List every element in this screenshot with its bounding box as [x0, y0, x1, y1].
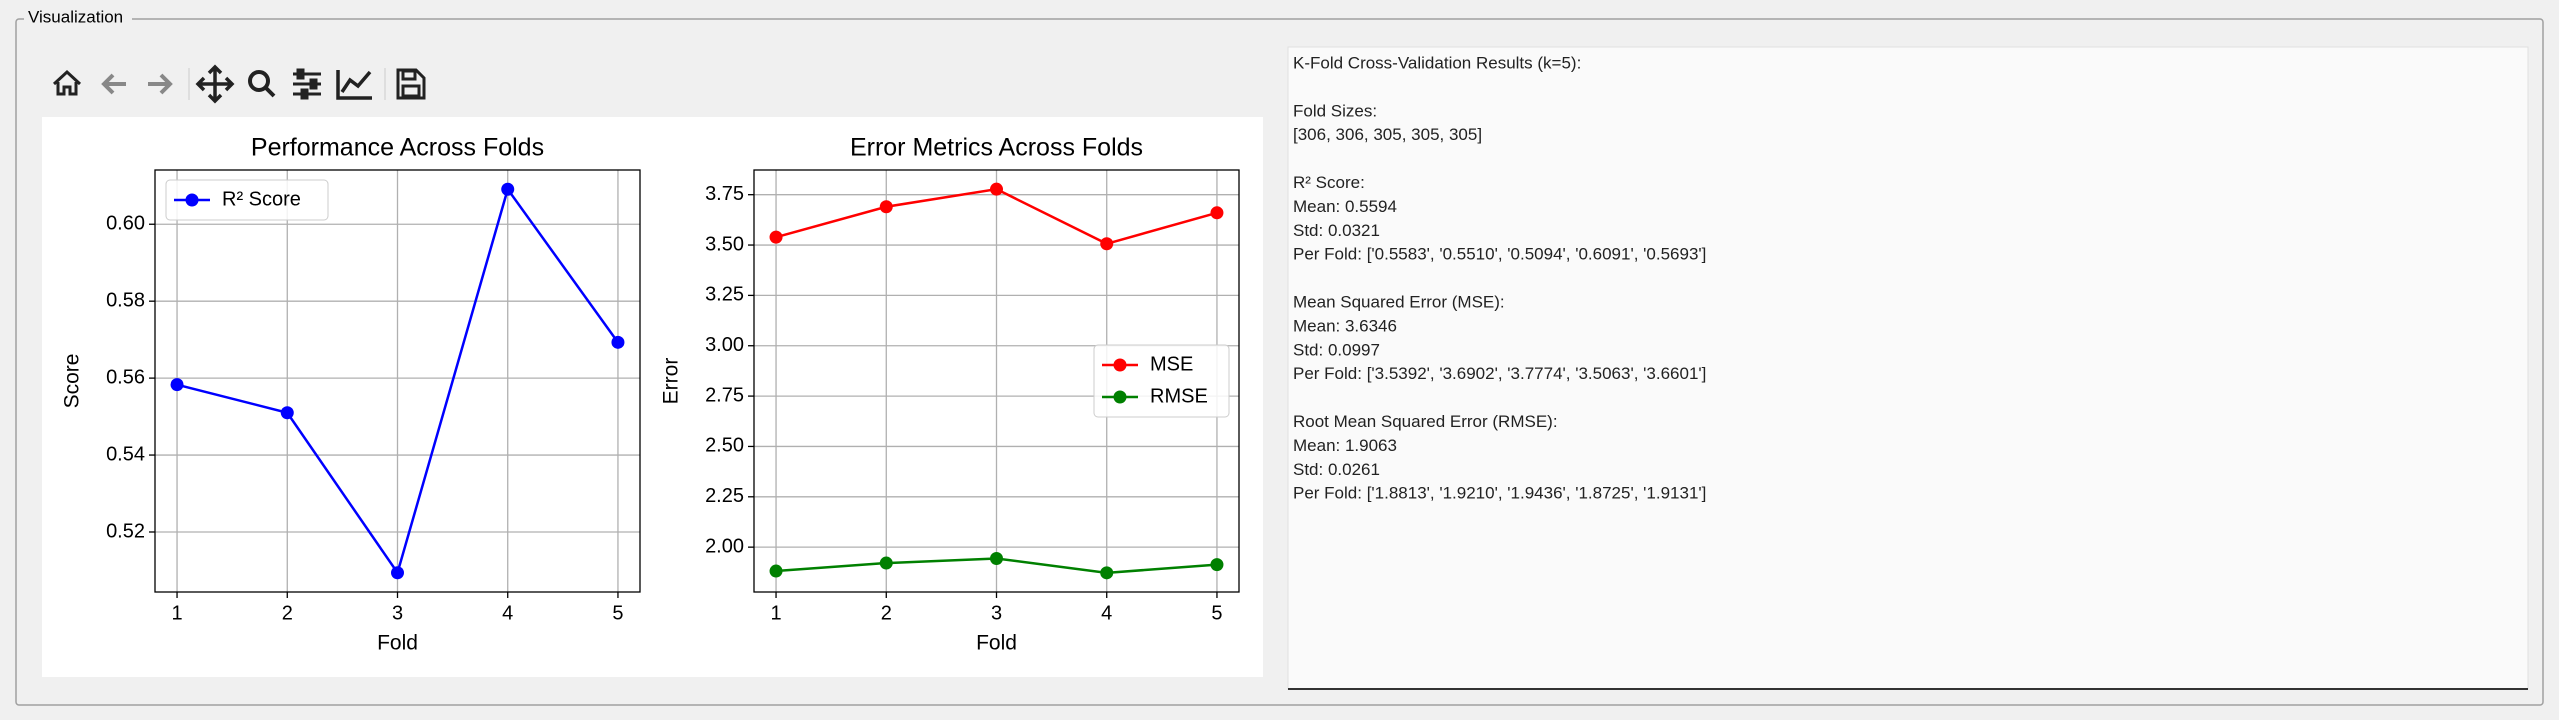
data-point	[611, 335, 625, 349]
y-axis-label: Score	[61, 354, 84, 409]
panel-text: Root Mean Squared Error (RMSE):	[1293, 412, 1558, 431]
legend-marker	[1113, 358, 1127, 372]
panel-text: Per Fold: ['3.5392', '3.6902', '3.7774',…	[1293, 364, 1706, 383]
panel-text: Std: 0.0997	[1293, 340, 1380, 359]
group-title-bg	[24, 8, 132, 28]
y-tick-label: 3.50	[705, 233, 744, 255]
panel-text: R² Score:	[1293, 173, 1365, 192]
data-point	[280, 406, 294, 420]
data-point	[879, 200, 893, 214]
back-button[interactable]	[101, 73, 126, 95]
panel-text: Mean: 1.9063	[1293, 436, 1397, 455]
data-point	[879, 556, 893, 570]
legend-label: MSE	[1150, 353, 1193, 375]
chart-title: Performance Across Folds	[251, 134, 544, 162]
x-tick-label: 3	[392, 602, 403, 624]
x-tick-label: 4	[502, 602, 513, 624]
legend-box	[165, 179, 329, 221]
data-point	[769, 564, 783, 578]
zoom-button[interactable]	[248, 70, 276, 98]
legend-label: R² Score	[222, 188, 301, 210]
data-point	[1100, 237, 1114, 251]
panel-text: K-Fold Cross-Validation Results (k=5):	[1293, 53, 1581, 72]
data-point	[391, 566, 404, 580]
x-tick-label: 1	[770, 602, 781, 624]
panel-text: Std: 0.0261	[1293, 460, 1380, 479]
panel-text: Mean: 0.5594	[1293, 197, 1397, 216]
legend-box	[1093, 344, 1230, 418]
panel-text: [306, 306, 305, 305, 305]	[1293, 125, 1482, 144]
data-point	[1210, 206, 1224, 220]
x-tick-label: 5	[612, 602, 623, 624]
y-tick-label: 0.52	[106, 520, 145, 542]
data-point	[990, 552, 1003, 566]
axes-frame	[753, 169, 1240, 593]
forward-button[interactable]	[148, 73, 173, 95]
y-axis-label: Error	[660, 358, 683, 405]
x-axis-label: Fold	[976, 632, 1017, 655]
x-axis-label: Fold	[377, 632, 418, 655]
x-tick-label: 2	[282, 602, 293, 624]
panel-text: Per Fold: ['1.8813', '1.9210', '1.9436',…	[1293, 484, 1706, 503]
x-tick-label: 1	[171, 602, 182, 624]
save-button[interactable]	[396, 68, 426, 100]
legend-marker	[185, 193, 199, 207]
data-point	[769, 230, 783, 244]
y-tick-label: 3.25	[705, 284, 744, 306]
data-point	[501, 182, 515, 196]
x-tick-label: 3	[991, 602, 1002, 624]
data-point	[990, 182, 1003, 196]
group-title: Visualization	[28, 7, 123, 26]
toolbar	[52, 64, 426, 104]
panel-text: Fold Sizes:	[1293, 101, 1377, 120]
y-tick-label: 0.56	[106, 366, 145, 388]
panel-text: Per Fold: ['0.5583', '0.5510', '0.5094',…	[1293, 245, 1706, 264]
home-button[interactable]	[52, 69, 82, 96]
y-tick-label: 2.50	[705, 435, 744, 457]
y-tick-label: 0.54	[106, 443, 145, 465]
y-tick-label: 2.75	[705, 384, 744, 406]
y-tick-label: 3.00	[705, 334, 744, 356]
panel-text: Std: 0.0321	[1293, 221, 1380, 240]
y-tick-label: 3.75	[705, 183, 744, 205]
legend-marker	[1113, 390, 1127, 404]
x-tick-label: 2	[881, 602, 892, 624]
pan-button[interactable]	[195, 64, 235, 104]
x-tick-label: 5	[1211, 602, 1222, 624]
y-tick-label: 2.00	[705, 535, 744, 557]
y-tick-label: 0.60	[106, 213, 145, 235]
data-point	[1210, 558, 1224, 572]
chart-title: Error Metrics Across Folds	[850, 134, 1143, 162]
axes-frame	[154, 169, 641, 593]
data-point	[1100, 566, 1114, 580]
y-tick-label: 0.58	[106, 289, 145, 311]
edit-button[interactable]	[336, 70, 372, 100]
x-tick-label: 4	[1101, 602, 1112, 624]
legend-label: RMSE	[1150, 385, 1208, 407]
y-tick-label: 2.25	[705, 485, 744, 507]
configure-button[interactable]	[293, 68, 321, 100]
panel-text: Mean: 3.6346	[1293, 316, 1397, 335]
data-point	[170, 378, 184, 392]
panel-text: Mean Squared Error (MSE):	[1293, 292, 1505, 311]
